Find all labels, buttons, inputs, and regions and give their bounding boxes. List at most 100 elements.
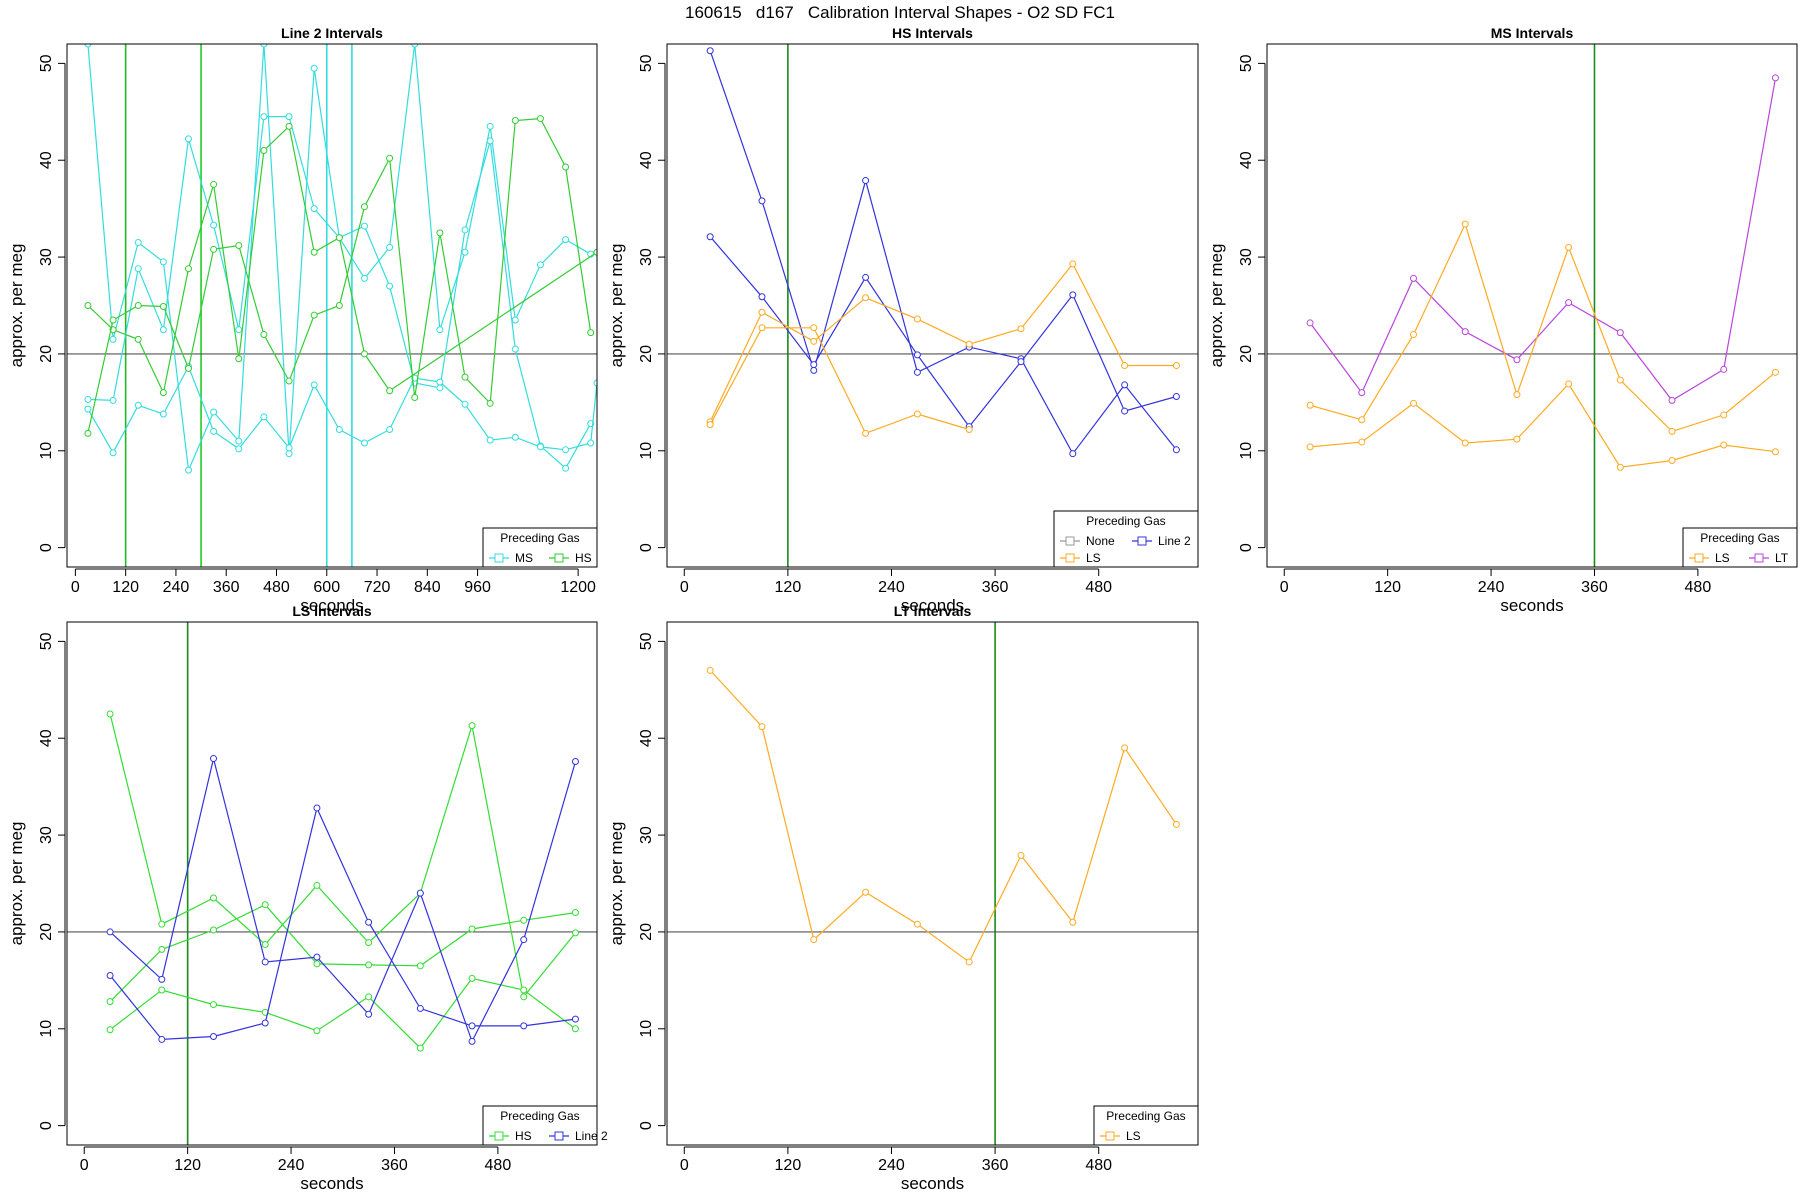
x-axis-label: seconds — [901, 1174, 964, 1193]
data-point — [468, 925, 476, 933]
data-point — [571, 757, 579, 765]
series-line — [109, 806, 576, 1041]
data-point — [1017, 325, 1025, 333]
x-tick-label: 360 — [213, 579, 240, 596]
data-point — [360, 203, 368, 211]
x-tick-label: 480 — [1685, 579, 1712, 596]
data-point — [260, 113, 268, 121]
x-tick-label: 240 — [878, 1157, 905, 1174]
legend-title: Preceding Gas — [1106, 1109, 1185, 1123]
x-tick-label: 480 — [1085, 579, 1112, 596]
data-point — [210, 755, 218, 763]
data-point — [1616, 376, 1624, 384]
data-point — [486, 122, 494, 130]
data-point — [520, 936, 528, 944]
data-point — [1410, 399, 1418, 407]
data-point — [285, 122, 293, 130]
data-point — [486, 137, 494, 145]
data-point — [1720, 365, 1728, 373]
data-point — [461, 226, 469, 234]
x-tick-label: 240 — [163, 579, 190, 596]
series-line — [109, 713, 576, 999]
data-point — [536, 115, 544, 123]
data-point — [913, 920, 921, 928]
y-tick-label: 20 — [638, 923, 655, 941]
data-point — [310, 381, 318, 389]
data-point — [235, 437, 243, 445]
legend-marker — [494, 1131, 504, 1141]
data-point — [260, 147, 268, 155]
y-tick-label: 50 — [38, 632, 55, 650]
data-point — [461, 248, 469, 256]
y-tick-label: 30 — [638, 826, 655, 844]
data-point — [260, 413, 268, 421]
series-line — [709, 262, 1177, 422]
data-point — [562, 163, 570, 171]
data-point — [1513, 356, 1521, 364]
data-point — [1565, 299, 1573, 307]
data-point — [1121, 744, 1129, 752]
data-point — [1069, 291, 1077, 299]
data-point — [461, 373, 469, 381]
y-tick-label: 0 — [1238, 543, 1255, 552]
x-axis-label: seconds — [1500, 596, 1563, 615]
data-point — [360, 274, 368, 282]
legend-title: Preceding Gas — [1700, 531, 1779, 545]
y-tick-label: 20 — [1238, 345, 1255, 363]
chart-ls-intervals: LS Intervals 0 120 240 360 480 seconds 0 10 20 30 4… — [7, 603, 608, 1193]
data-point — [235, 355, 243, 363]
y-tick-label: 40 — [38, 151, 55, 169]
data-point — [1616, 329, 1624, 337]
data-point — [913, 368, 921, 376]
series-line — [87, 117, 592, 434]
data-point — [158, 920, 166, 928]
data-point — [468, 1022, 476, 1030]
legend-label: LT — [1775, 551, 1789, 565]
data-point — [1771, 74, 1779, 82]
data-point — [285, 113, 293, 121]
data-point — [313, 1027, 321, 1035]
chart-title: LT Intervals — [894, 603, 972, 619]
data-point — [810, 361, 818, 369]
data-point — [562, 464, 570, 472]
data-point — [1461, 439, 1469, 447]
series-line — [87, 365, 597, 454]
data-point — [310, 248, 318, 256]
data-point — [810, 324, 818, 332]
data-point — [106, 710, 114, 718]
data-point — [235, 445, 243, 453]
data-point — [1017, 358, 1025, 366]
data-point — [1172, 820, 1180, 828]
x-axis-label: seconds — [300, 596, 363, 615]
data-point — [1461, 220, 1469, 228]
data-point — [84, 395, 92, 403]
series-line — [87, 44, 592, 473]
data-point — [235, 241, 243, 249]
plot-area — [1267, 44, 1797, 567]
y-tick-label: 30 — [1238, 248, 1255, 266]
legend-marker — [494, 553, 504, 563]
legend: Preceding Gas LS — [1093, 1105, 1199, 1146]
series-line — [109, 904, 576, 1003]
data-point — [913, 315, 921, 323]
data-point — [862, 273, 870, 281]
data-point — [185, 466, 193, 474]
data-point — [416, 1044, 424, 1052]
legend-label: HS — [575, 551, 592, 565]
data-point — [386, 282, 394, 290]
data-point — [313, 881, 321, 889]
data-point — [520, 916, 528, 924]
figure-title: 160615 d167 Calibration Interval Shapes … — [685, 3, 1115, 22]
x-tick-label: 480 — [1085, 1157, 1112, 1174]
data-point — [1616, 463, 1624, 471]
x-tick-label: 240 — [278, 1157, 305, 1174]
data-point — [468, 1037, 476, 1045]
data-point — [520, 993, 528, 1001]
data-point — [436, 378, 444, 386]
data-point — [335, 302, 343, 309]
y-axis-label: approx. per meg — [607, 822, 626, 946]
data-point — [758, 324, 766, 332]
legend-label: MS — [515, 551, 533, 565]
data-point — [1771, 448, 1779, 456]
data-point — [511, 345, 519, 353]
